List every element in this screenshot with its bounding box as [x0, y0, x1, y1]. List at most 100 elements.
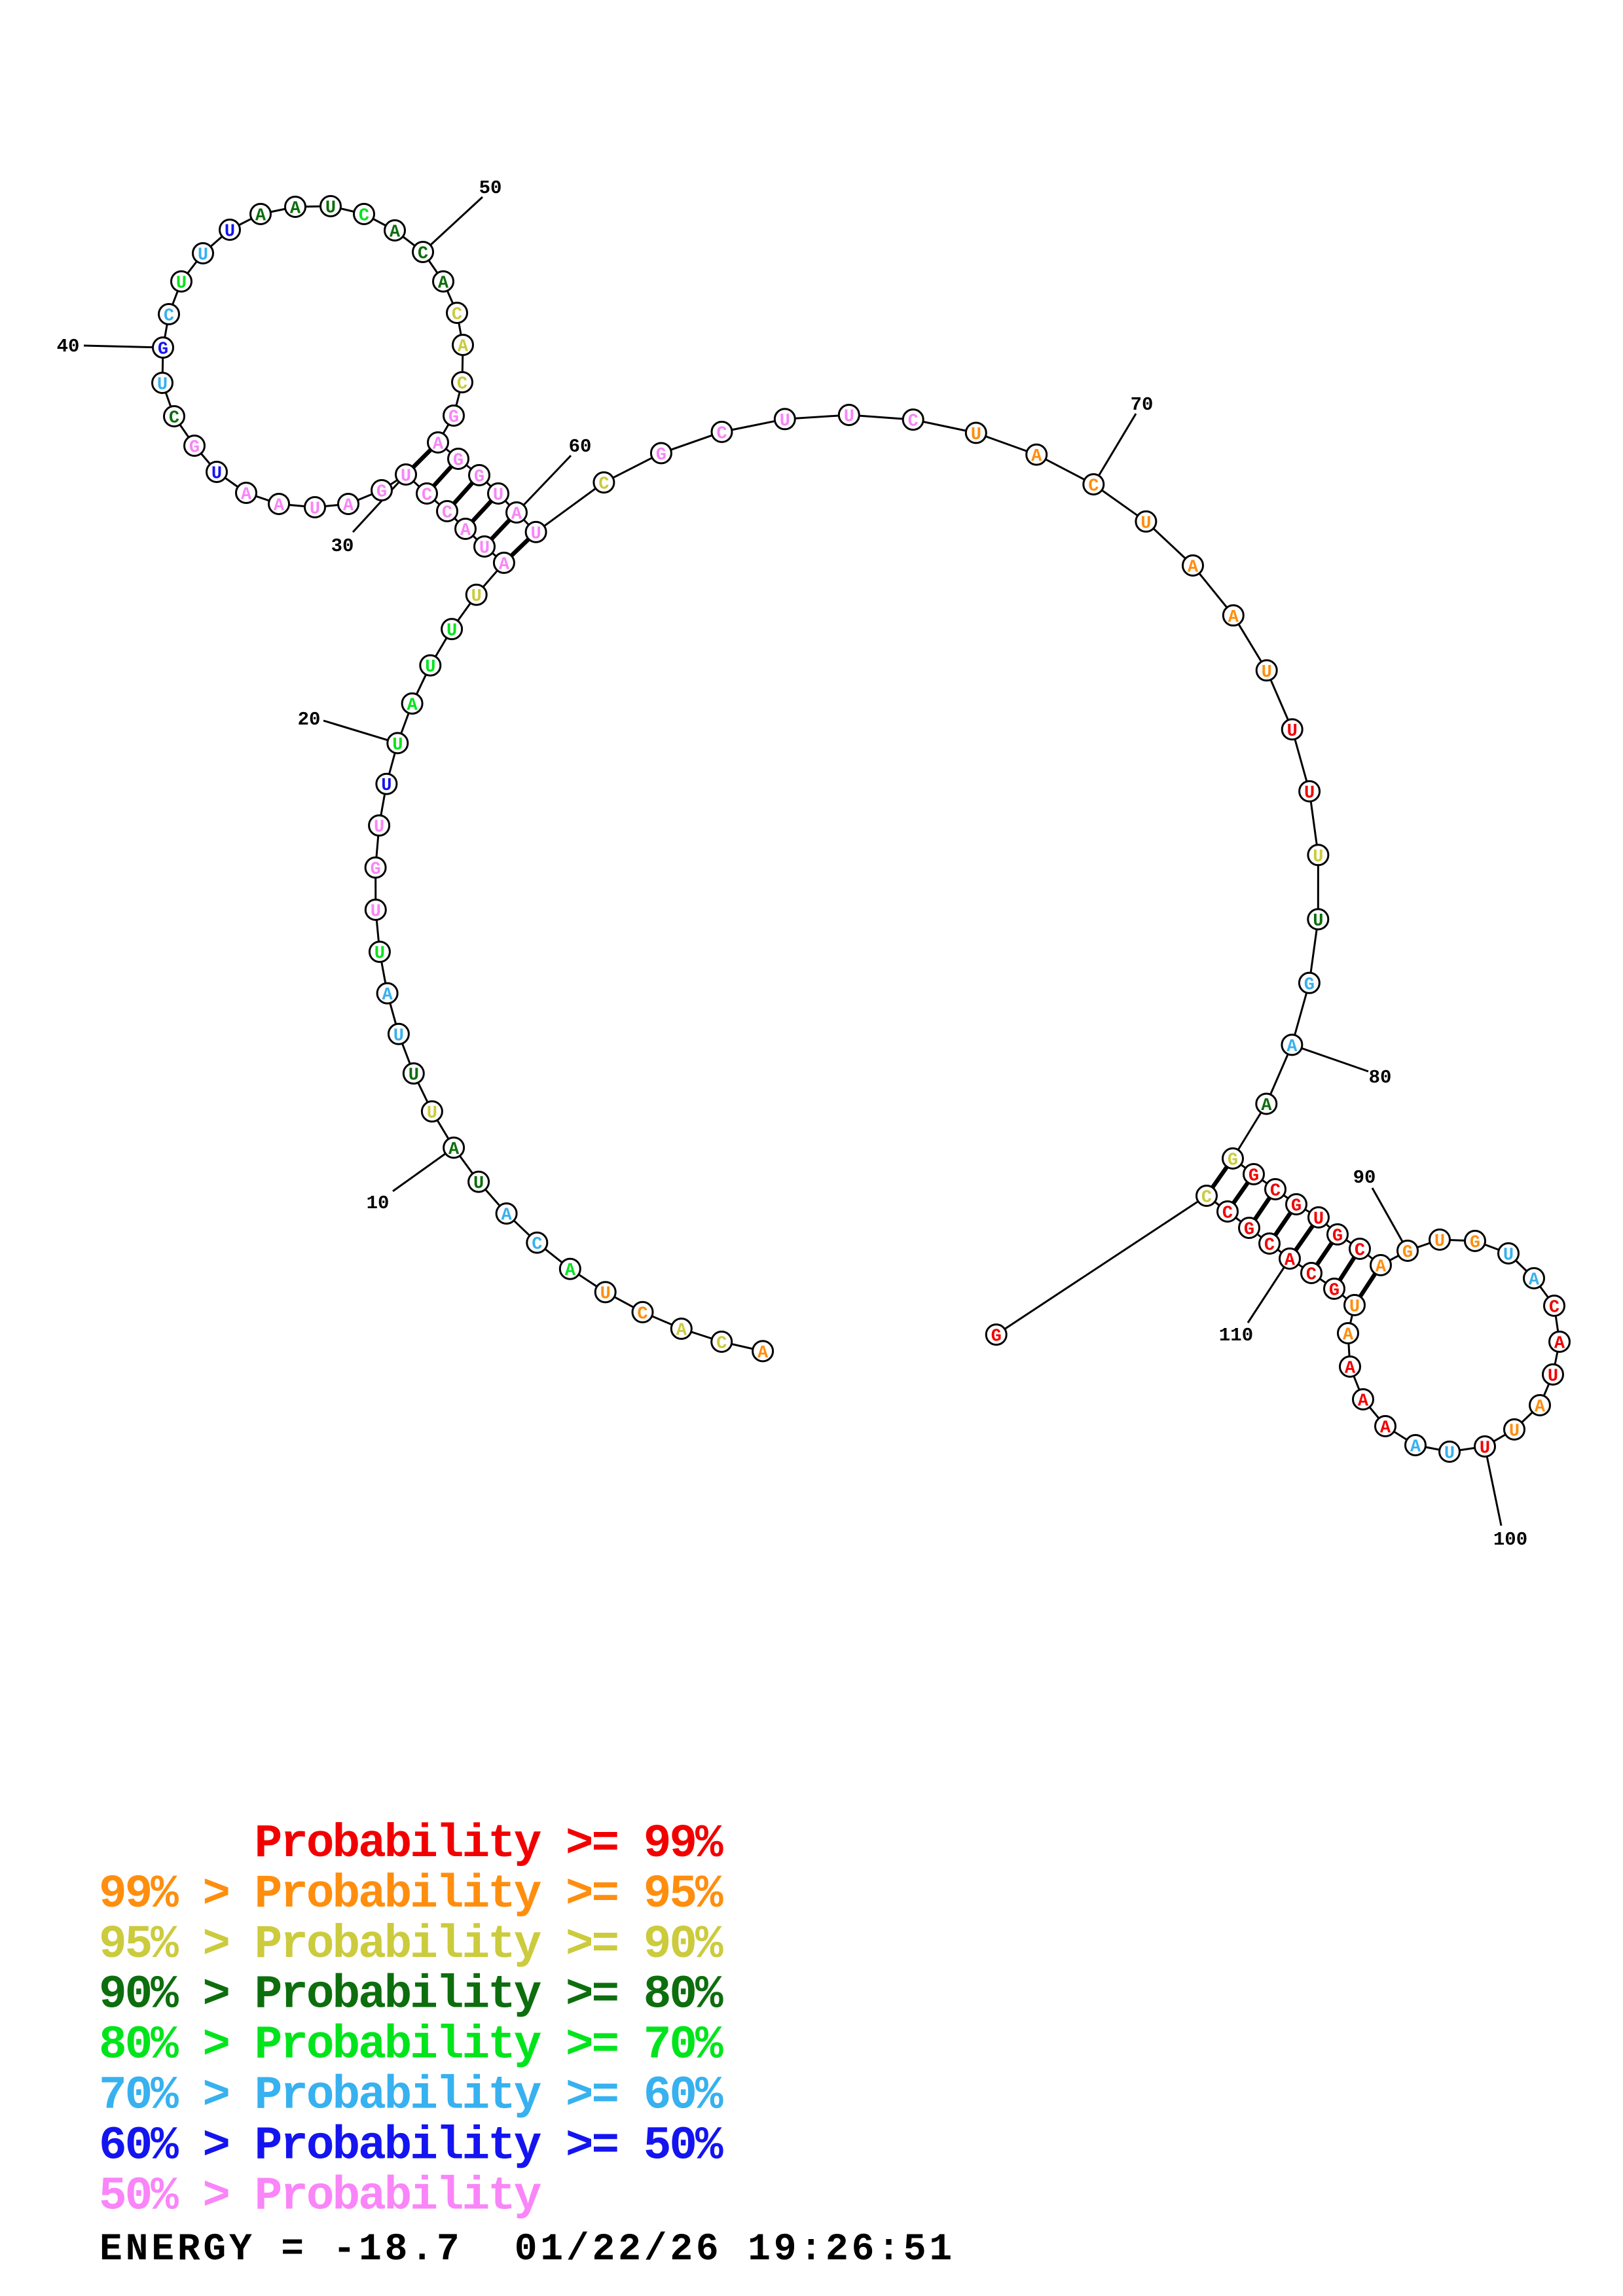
svg-text:A: A: [757, 1344, 769, 1363]
svg-text:U: U: [425, 658, 435, 677]
svg-text:U: U: [447, 622, 457, 641]
svg-text:50% > Probability: 50% > Probability: [99, 2170, 541, 2223]
svg-text:G: G: [1249, 1167, 1259, 1187]
svg-text:C: C: [1088, 477, 1099, 497]
svg-text:U: U: [211, 465, 222, 484]
svg-text:G: G: [370, 860, 380, 880]
svg-text:A: A: [565, 1261, 576, 1281]
svg-text:A: A: [1358, 1392, 1369, 1412]
svg-text:C: C: [637, 1304, 647, 1324]
svg-text:U: U: [780, 412, 790, 431]
svg-text:30: 30: [331, 535, 354, 557]
svg-text:A: A: [1228, 608, 1239, 628]
svg-text:U: U: [225, 223, 235, 242]
svg-text:A: A: [1031, 447, 1042, 467]
svg-text:A: A: [1554, 1335, 1565, 1354]
svg-text:C: C: [422, 486, 432, 506]
svg-text:G: G: [448, 408, 459, 428]
svg-text:U: U: [427, 1104, 437, 1124]
svg-text:90% > Probability >= 80%: 90% > Probability >= 80%: [99, 1969, 723, 2022]
svg-text:U: U: [374, 818, 384, 838]
svg-text:C: C: [1549, 1299, 1559, 1318]
svg-text:A: A: [407, 696, 418, 715]
svg-text:C: C: [359, 207, 369, 226]
svg-text:A: A: [499, 555, 510, 575]
svg-text:U: U: [493, 486, 503, 506]
svg-text:G: G: [1291, 1197, 1302, 1217]
svg-text:A: A: [676, 1321, 687, 1341]
svg-text:ENERGY = -18.7 01/22/26 19:26: ENERGY = -18.7 01/22/26 19:26:51: [100, 2229, 955, 2271]
svg-text:U: U: [1313, 1210, 1324, 1230]
svg-text:U: U: [844, 408, 854, 427]
svg-text:C: C: [1270, 1182, 1281, 1202]
svg-text:A: A: [1529, 1271, 1540, 1291]
svg-text:U: U: [310, 500, 320, 520]
svg-text:U: U: [971, 425, 981, 445]
svg-text:Probability >= 99%: Probability >= 99%: [99, 1818, 723, 1871]
svg-text:U: U: [198, 246, 208, 266]
svg-text:A: A: [343, 497, 354, 516]
svg-text:U: U: [374, 944, 385, 964]
svg-text:A: A: [1286, 1037, 1298, 1057]
svg-text:G: G: [991, 1327, 1002, 1347]
svg-text:G: G: [453, 452, 464, 471]
svg-text:70% > Probability >= 60%: 70% > Probability >= 60%: [99, 2070, 723, 2123]
svg-text:C: C: [1222, 1204, 1233, 1224]
svg-text:U: U: [1509, 1422, 1520, 1442]
svg-text:A: A: [460, 522, 471, 541]
svg-text:U: U: [473, 1174, 484, 1194]
svg-text:U: U: [176, 274, 187, 294]
svg-text:C: C: [164, 307, 174, 327]
svg-text:U: U: [1434, 1232, 1445, 1252]
svg-text:A: A: [1345, 1359, 1356, 1379]
svg-text:50: 50: [479, 177, 502, 199]
svg-text:C: C: [442, 504, 452, 524]
svg-text:A: A: [1285, 1251, 1296, 1271]
svg-text:U: U: [371, 903, 381, 922]
svg-text:U: U: [1480, 1439, 1490, 1459]
svg-text:U: U: [409, 1066, 419, 1086]
svg-text:U: U: [1140, 514, 1151, 533]
svg-text:110: 110: [1219, 1325, 1253, 1346]
svg-text:A: A: [433, 435, 444, 455]
svg-text:10: 10: [367, 1193, 390, 1214]
svg-text:C: C: [532, 1235, 542, 1255]
svg-text:U: U: [401, 467, 411, 487]
svg-text:C: C: [598, 475, 609, 495]
svg-text:G: G: [1402, 1244, 1413, 1263]
svg-text:U: U: [479, 539, 490, 559]
svg-text:U: U: [1304, 784, 1315, 804]
svg-text:C: C: [716, 424, 727, 444]
svg-text:G: G: [376, 483, 387, 503]
svg-text:95% > Probability >= 90%: 95% > Probability >= 90%: [99, 1919, 723, 1971]
svg-text:U: U: [471, 587, 482, 607]
svg-text:A: A: [241, 486, 252, 505]
svg-text:U: U: [157, 376, 168, 395]
svg-text:99% > Probability >= 95%: 99% > Probability >= 95%: [99, 1869, 723, 1921]
svg-text:20: 20: [298, 709, 321, 730]
svg-text:G: G: [1304, 975, 1315, 995]
svg-text:A: A: [448, 1140, 460, 1160]
svg-text:A: A: [1188, 558, 1199, 578]
svg-text:U: U: [1287, 722, 1298, 742]
svg-text:U: U: [392, 736, 403, 755]
svg-text:80: 80: [1369, 1067, 1392, 1088]
svg-text:G: G: [1228, 1151, 1238, 1171]
svg-text:C: C: [1306, 1266, 1317, 1285]
svg-text:100: 100: [1493, 1529, 1527, 1551]
svg-text:C: C: [1355, 1242, 1365, 1261]
svg-text:A: A: [390, 223, 401, 243]
svg-text:U: U: [1349, 1298, 1360, 1318]
svg-text:G: G: [1244, 1221, 1254, 1240]
svg-text:C: C: [418, 245, 428, 264]
svg-text:U: U: [325, 199, 336, 219]
svg-text:A: A: [1343, 1326, 1354, 1346]
svg-text:U: U: [381, 776, 392, 796]
svg-text:A: A: [1380, 1419, 1391, 1439]
svg-text:90: 90: [1353, 1167, 1376, 1189]
svg-text:C: C: [452, 306, 462, 325]
svg-text:U: U: [1548, 1367, 1558, 1387]
svg-text:G: G: [656, 446, 666, 465]
svg-text:U: U: [1503, 1246, 1514, 1266]
svg-text:U: U: [1313, 912, 1323, 931]
